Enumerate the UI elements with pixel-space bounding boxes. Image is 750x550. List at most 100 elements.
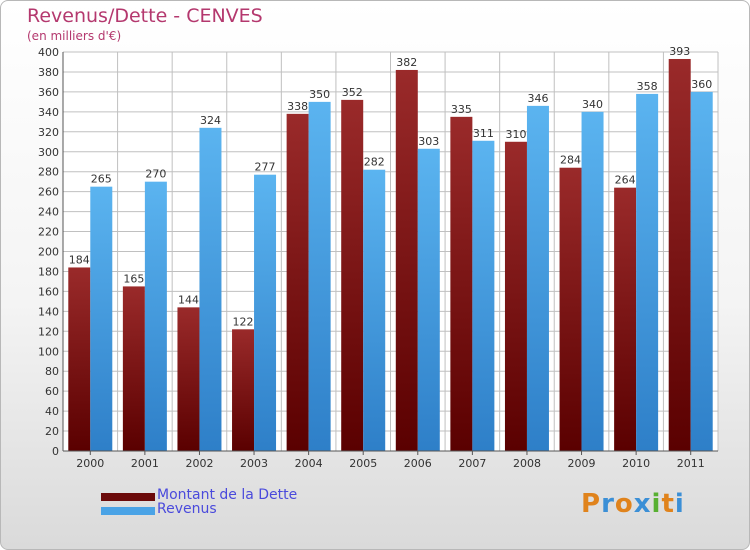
bar-revenus [90,186,113,451]
y-tick-label: 180 [38,265,59,278]
x-tick-label: 2003 [240,457,268,470]
chart-title: Revenus/Dette - CENVES [27,5,263,27]
x-tick-label: 2005 [349,457,377,470]
bar-revenus [363,169,386,451]
data-label: 303 [418,135,439,148]
logo-letter: i [651,489,662,519]
y-tick-label: 260 [38,186,59,199]
y-tick-label: 160 [38,285,59,298]
y-tick-label: 140 [38,305,59,318]
bar-dette [450,116,473,452]
bar-revenus [254,174,277,451]
data-label: 265 [91,173,112,186]
data-label: 284 [560,154,581,167]
logo-letter: r [601,489,615,519]
y-tick-label: 280 [38,166,59,179]
data-label: 165 [123,272,144,285]
x-tick-label: 2008 [513,457,541,470]
bar-dette [122,286,145,451]
axes: 0 20 40 60 80 100 120 140 160 180 200 220 240 260 280 3… [38,46,718,470]
y-tick-label: 60 [45,385,59,398]
bar-revenus [636,93,659,452]
y-tick-label: 100 [38,345,59,358]
data-label: 144 [178,293,199,306]
data-label: 277 [255,161,276,174]
data-label: 270 [145,168,166,181]
y-tick-label: 320 [38,126,59,139]
bar-dette [341,99,364,451]
y-tick-label: 400 [38,46,59,59]
data-label: 350 [309,88,330,101]
legend-label-revenus: Revenus [157,501,217,517]
bar-revenus [581,111,604,451]
data-label: 382 [396,56,417,69]
data-label: 358 [637,80,658,93]
y-tick-label: 220 [38,226,59,239]
bar-dette [395,69,418,451]
data-label: 282 [364,156,385,169]
legend-swatch-revenus [101,507,155,515]
y-tick-label: 20 [45,425,59,438]
y-tick-label: 120 [38,325,59,338]
x-tick-label: 2011 [677,457,705,470]
y-tick-label: 340 [38,106,59,119]
bar-dette [614,187,637,451]
bars [68,58,713,452]
legend-label-dette: Montant de la Dette [157,487,298,503]
data-label: 310 [505,128,526,141]
data-label: 311 [473,127,494,140]
x-tick-label: 2000 [76,457,104,470]
legend-swatch-dette [101,493,155,501]
logo-letter: t [661,489,675,519]
x-tick-label: 2004 [295,457,323,470]
proxiti-logo: Proxiti [581,489,685,519]
data-label: 324 [200,114,221,127]
logo-letter: o [614,489,634,519]
data-label: 360 [691,78,712,91]
logo-letter: x [633,489,652,519]
y-tick-label: 240 [38,206,59,219]
x-tick-label: 2001 [131,457,159,470]
y-tick-label: 80 [45,365,59,378]
bar-dette [177,307,200,451]
bar-revenus [308,101,331,451]
bar-dette [286,113,309,451]
bar-revenus [472,140,495,451]
bar-dette [232,329,255,451]
bar-dette [68,267,91,451]
bar-revenus [526,105,549,452]
chart-subtitle: (en milliers d'€) [27,29,122,43]
data-label: 184 [69,253,90,266]
data-label: 335 [451,103,472,116]
x-tick-label: 2006 [404,457,432,470]
y-tick-label: 300 [38,146,59,159]
x-tick-label: 2007 [458,457,486,470]
logo-letter: i [674,489,685,519]
data-label: 340 [582,98,603,111]
data-label: 346 [527,92,548,105]
bar-revenus [690,91,713,452]
gridlines [62,51,719,452]
bar-dette [559,167,582,451]
y-tick-label: 360 [38,86,59,99]
y-tick-label: 0 [52,445,59,458]
bar-revenus [199,127,222,451]
x-tick-label: 2002 [185,457,213,470]
logo-letter: P [581,489,602,519]
y-tick-label: 200 [38,246,59,259]
x-tick-label: 2010 [622,457,650,470]
data-label: 122 [233,315,254,328]
x-tick-label: 2009 [568,457,596,470]
data-label: 338 [287,100,308,113]
y-tick-label: 40 [45,405,59,418]
y-tick-label: 380 [38,66,59,79]
bar-revenus [417,148,440,451]
bar-dette [668,58,691,452]
data-label: 352 [342,86,363,99]
data-label: 264 [615,174,636,187]
bar-revenus [144,181,167,452]
data-label: 393 [669,45,690,58]
